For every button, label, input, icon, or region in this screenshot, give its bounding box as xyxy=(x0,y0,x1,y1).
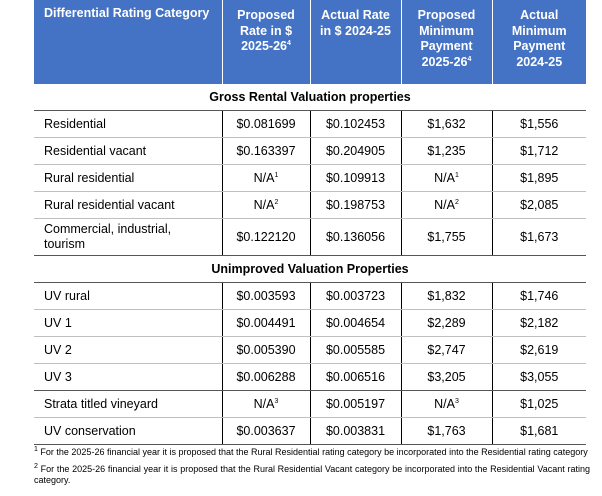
footnote-mark: 3 xyxy=(454,397,459,405)
category-cell: UV 1 xyxy=(34,309,222,337)
proposed-rate-cell: N/A1 xyxy=(221,164,310,192)
proposed-minimum-cell: $3,205 xyxy=(400,363,492,391)
category-cell: UV rural xyxy=(34,282,222,310)
proposed-rate-cell: N/A3 xyxy=(221,390,310,418)
category-cell: UV 3 xyxy=(34,363,222,391)
category-cell: Residential xyxy=(34,110,222,138)
header-actual-rate: Actual Rate in $ 2024-25 xyxy=(310,0,402,84)
table-row: Rural residential N/A1 $0.109913 N/A1 $1,895 xyxy=(34,164,586,192)
table-row: Rural residential vacant N/A2 $0.198753 N/A… xyxy=(34,191,586,219)
table-row: Residential vacant $0.163397 $0.204905 $1,2… xyxy=(34,137,586,165)
proposed-minimum-cell: $2,747 xyxy=(400,336,492,364)
section-row: Gross Rental Valuation properties xyxy=(34,84,586,111)
proposed-minimum-cell: $2,289 xyxy=(400,309,492,337)
proposed-rate-cell: $0.006288 xyxy=(221,363,310,391)
actual-minimum-cell: $1,025 xyxy=(491,390,586,418)
footnote-2: 2 For the 2025-26 financial year it is p… xyxy=(34,463,590,485)
actual-minimum-cell: $2,085 xyxy=(491,191,586,219)
footnote-mark: 3 xyxy=(274,397,279,405)
proposed-rate-cell: $0.163397 xyxy=(221,137,310,165)
rating-table: Differential Rating Category Proposed Ra… xyxy=(34,0,586,445)
section-heading: Gross Rental Valuation properties xyxy=(34,84,586,111)
header-proposed-rate: Proposed Rate in $ 2025-264 xyxy=(222,0,311,84)
actual-minimum-cell: $3,055 xyxy=(491,363,586,391)
category-cell: UV 2 xyxy=(34,336,222,364)
table-row: Commercial, industrial, tourism $0.122120… xyxy=(34,218,586,256)
proposed-minimum-cell: $1,632 xyxy=(400,110,492,138)
actual-minimum-cell: $1,712 xyxy=(491,137,586,165)
footnote-1: 1 For the 2025-26 financial year it is p… xyxy=(34,446,588,457)
header-proposed-rate-footnote: 4 xyxy=(286,39,291,47)
proposed-minimum-cell: N/A2 xyxy=(400,191,492,219)
table-row: Residential $0.081699 $0.102453 $1,632 $1,55… xyxy=(34,110,586,138)
actual-minimum-cell: $1,895 xyxy=(491,164,586,192)
footnote-mark: 2 xyxy=(274,198,279,206)
actual-minimum-cell: $2,619 xyxy=(491,336,586,364)
category-cell: UV conservation xyxy=(34,417,222,445)
proposed-rate-cell: $0.004491 xyxy=(221,309,310,337)
table-body: Gross Rental Valuation properties Residen… xyxy=(34,84,586,445)
category-cell: Commercial, industrial, tourism xyxy=(34,218,222,256)
actual-minimum-cell: $2,182 xyxy=(491,309,586,337)
category-cell: Residential vacant xyxy=(34,137,222,165)
actual-rate-cell: $0.003723 xyxy=(309,282,401,310)
proposed-minimum-cell: $1,235 xyxy=(400,137,492,165)
actual-rate-cell: $0.005197 xyxy=(309,390,401,418)
section-row: Unimproved Valuation Properties xyxy=(34,255,586,283)
category-cell: Rural residential vacant xyxy=(34,191,222,219)
actual-rate-cell: $0.136056 xyxy=(309,218,401,256)
table-row: UV 2 $0.005390 $0.005585 $2,747 $2,619 xyxy=(34,336,586,364)
proposed-rate-cell: N/A2 xyxy=(221,191,310,219)
proposed-minimum-cell: $1,755 xyxy=(400,218,492,256)
proposed-rate-cell: $0.003637 xyxy=(221,417,310,445)
table-row: UV 1 $0.004491 $0.004654 $2,289 $2,182 xyxy=(34,309,586,337)
actual-rate-cell: $0.102453 xyxy=(309,110,401,138)
actual-rate-cell: $0.204905 xyxy=(309,137,401,165)
table-row: Strata titled vineyard N/A3 $0.005197 N/A3 $… xyxy=(34,390,586,418)
category-cell: Strata titled vineyard xyxy=(34,390,222,418)
actual-rate-cell: $0.004654 xyxy=(309,309,401,337)
actual-minimum-cell: $1,673 xyxy=(491,218,586,256)
section-heading: Unimproved Valuation Properties xyxy=(34,255,586,283)
table-header: Differential Rating Category Proposed Ra… xyxy=(34,0,586,84)
actual-rate-cell: $0.109913 xyxy=(309,164,401,192)
footnote-mark: 2 xyxy=(454,198,459,206)
header-proposed-minimum: Proposed Minimum Payment 2025-264 xyxy=(401,0,493,84)
proposed-minimum-cell: $1,832 xyxy=(400,282,492,310)
actual-minimum-cell: $1,681 xyxy=(491,417,586,445)
table-row: UV 3 $0.006288 $0.006516 $3,205 $3,055 xyxy=(34,363,586,391)
header-proposed-minimum-footnote: 4 xyxy=(467,55,472,63)
proposed-rate-cell: $0.122120 xyxy=(221,218,310,256)
table-row: UV rural $0.003593 $0.003723 $1,832 $1,746 xyxy=(34,282,586,310)
category-cell: Rural residential xyxy=(34,164,222,192)
actual-rate-cell: $0.198753 xyxy=(309,191,401,219)
proposed-minimum-cell: N/A3 xyxy=(400,390,492,418)
header-category: Differential Rating Category xyxy=(34,0,223,84)
proposed-rate-cell: $0.003593 xyxy=(221,282,310,310)
footnote-mark: 1 xyxy=(454,171,459,179)
proposed-rate-cell: $0.005390 xyxy=(221,336,310,364)
header-actual-minimum: Actual Minimum Payment 2024-25 xyxy=(492,0,586,84)
actual-rate-cell: $0.003831 xyxy=(309,417,401,445)
actual-rate-cell: $0.006516 xyxy=(309,363,401,391)
proposed-minimum-cell: $1,763 xyxy=(400,417,492,445)
proposed-rate-cell: $0.081699 xyxy=(221,110,310,138)
table-row: UV conservation $0.003637 $0.003831 $1,763 $… xyxy=(34,417,586,445)
footnote-mark: 1 xyxy=(274,171,279,179)
proposed-minimum-cell: N/A1 xyxy=(400,164,492,192)
actual-rate-cell: $0.005585 xyxy=(309,336,401,364)
actual-minimum-cell: $1,556 xyxy=(491,110,586,138)
actual-minimum-cell: $1,746 xyxy=(491,282,586,310)
footnotes: 1 For the 2025-26 financial year it is p… xyxy=(34,446,590,492)
